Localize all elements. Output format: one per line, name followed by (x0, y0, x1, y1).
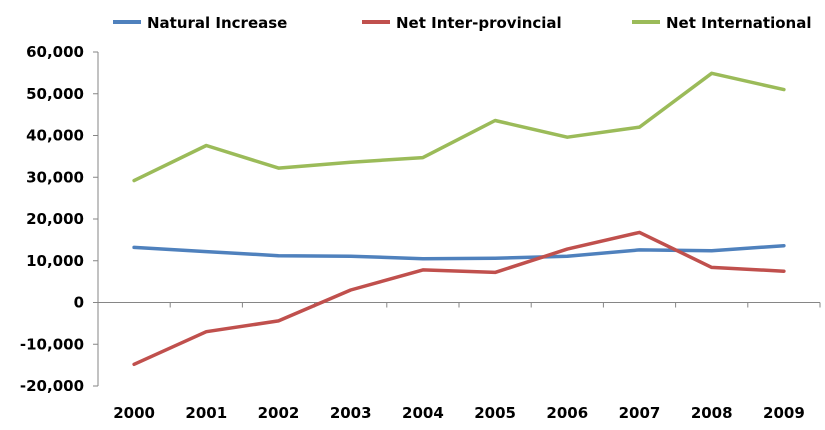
y-tick-label: 30,000 (26, 168, 84, 186)
y-tick-label: -20,000 (20, 377, 84, 395)
y-tick-label: 40,000 (26, 127, 84, 145)
series-line-net-international (132, 71, 786, 183)
y-tick-label: 50,000 (26, 85, 84, 103)
x-tick-label: 2007 (619, 404, 661, 422)
x-tick-label: 2006 (546, 404, 588, 422)
y-tick-label: 10,000 (26, 252, 84, 270)
x-tick-label: 2003 (330, 404, 372, 422)
y-tick-label: 60,000 (26, 43, 84, 61)
legend-item: Net Inter-provincial (362, 14, 562, 32)
x-tick-label: 2000 (113, 404, 155, 422)
legend-item: Net International (632, 14, 811, 32)
x-tick-label: 2001 (185, 404, 227, 422)
y-tick-label: 20,000 (26, 210, 84, 228)
x-axis-labels: 2000 2001 2002 2003 2004 2005 2006 2007 2008 2009 (113, 404, 805, 422)
legend-label: Net International (666, 14, 811, 32)
series-lines (132, 71, 786, 367)
x-tick-label: 2009 (763, 404, 805, 422)
x-tick-label: 2002 (258, 404, 300, 422)
x-tick-label: 2005 (474, 404, 516, 422)
x-tick-label: 2008 (691, 404, 733, 422)
legend-label: Natural Increase (147, 14, 287, 32)
series-line-net-inter-provincial (132, 230, 786, 367)
axes (93, 51, 821, 387)
y-axis-labels: -20,000 -10,000 0 10,000 20,000 30,000 40,000 5… (20, 43, 84, 395)
y-tick-label: 0 (74, 294, 84, 312)
y-tick-label: -10,000 (20, 335, 84, 353)
legend-item: Natural Increase (113, 14, 287, 32)
legend-label: Net Inter-provincial (396, 14, 562, 32)
legend: Natural Increase Net Inter-provincial Net … (113, 14, 811, 32)
x-tick-label: 2004 (402, 404, 444, 422)
